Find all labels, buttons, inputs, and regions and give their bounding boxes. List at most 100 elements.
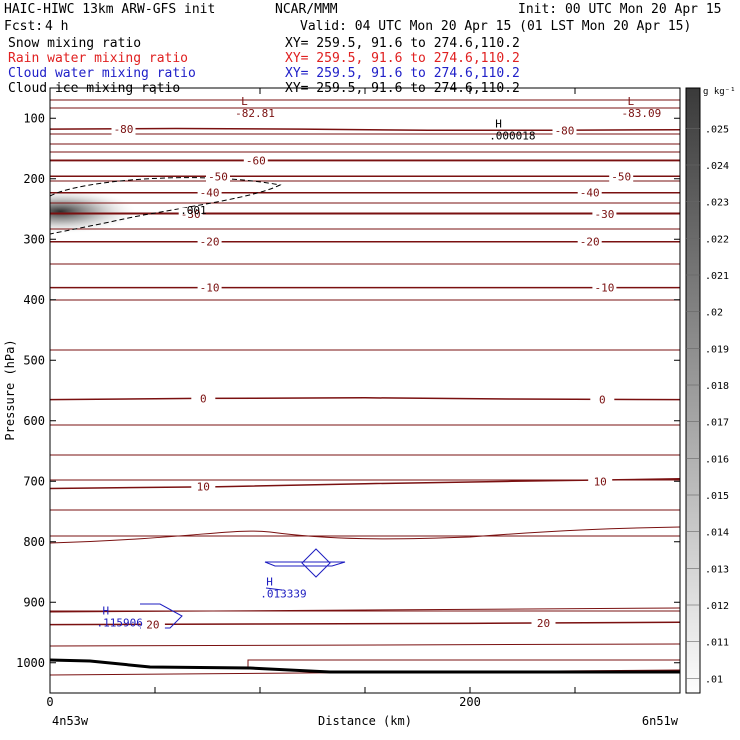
isotherm-label-bg (197, 186, 222, 199)
colorbar (685, 87, 701, 694)
extremum-marker: L (241, 95, 248, 108)
left-endpoint: 4n53w (52, 714, 89, 728)
x-axis-label: Distance (km) (318, 714, 412, 728)
field-name-rain: Rain water mixing ratio (8, 51, 189, 66)
colorbar-label: .021 (705, 271, 729, 282)
colorbar-label: .022 (705, 234, 729, 245)
isotherm-label: 20 (146, 619, 159, 632)
y-tick-label: 100 (23, 111, 45, 125)
isotherm-label-bg (197, 235, 222, 248)
y-tick-label: 300 (23, 232, 45, 246)
isotherm-label: -20 (580, 236, 600, 249)
isotherm-label-bg (592, 207, 617, 220)
isotherm-label-bg (140, 618, 165, 631)
isotherm-label-bg (577, 186, 602, 199)
isotherm-label: -60 (246, 155, 266, 168)
isotherm-label-bg (111, 123, 136, 136)
isotherm-label: 20 (537, 617, 550, 630)
extremum-marker: H (266, 575, 273, 588)
y-tick-label: 500 (23, 353, 45, 367)
isotherm-label: -50 (208, 170, 228, 183)
field-name-snow: Snow mixing ratio (8, 36, 142, 51)
model-title: HAIC-HIWC 13km ARW-GFS init (4, 2, 216, 17)
isotherm-line (50, 397, 680, 401)
isotherm-label: -50 (611, 170, 631, 183)
isotherm-label: -30 (594, 208, 614, 221)
isotherm-bulge (50, 526, 680, 544)
cloud-water-contour (264, 561, 346, 567)
isotherm-label-bg (191, 392, 216, 405)
isotherm-label-bg (609, 170, 634, 183)
isotherm-label: 10 (197, 481, 210, 494)
extremum-marker: L (628, 95, 635, 108)
x-tick-label: 200 (459, 695, 481, 709)
isotherm-label-bg (191, 480, 216, 493)
forecast-hour: 4 h (45, 19, 69, 34)
colorbar-label: .017 (705, 418, 729, 429)
colorbar-unit: g kg⁻¹ (703, 87, 736, 97)
extremum-value: -82.81 (235, 107, 275, 120)
valid-time: Valid: 04 UTC Mon 20 Apr 15 (01 LST Mon … (300, 19, 692, 34)
y-tick-label: 200 (23, 172, 45, 186)
init-time: Init: 00 UTC Mon 20 Apr 15 (518, 2, 722, 17)
stratosphere-line (50, 643, 680, 647)
colorbar-label: .023 (705, 198, 729, 209)
isotherm-label-bg (197, 281, 222, 294)
isotherm-label: -40 (580, 187, 600, 200)
x-tick-label: 0 (46, 695, 53, 709)
isotherm-label-bg (243, 154, 268, 167)
colorbar-label: .025 (705, 124, 729, 135)
terrain-line (49, 658, 680, 674)
colorbar-label: .012 (705, 601, 729, 612)
isotherm-label: 0 (599, 394, 606, 407)
isotherm-label-bg (206, 170, 230, 183)
isotherm-label: -10 (594, 282, 614, 295)
shaded-max (50, 189, 136, 234)
extremum-value: .013339 (260, 587, 306, 600)
colorbar-label: .013 (705, 564, 729, 575)
extremum-marker: H (495, 117, 502, 130)
field-name-cloud-water: Cloud water mixing ratio (8, 66, 196, 81)
forecast-label: Fcst: (4, 19, 44, 34)
colorbar-label: .014 (705, 528, 729, 539)
colorbar-label: .024 (705, 161, 729, 172)
isotherm-label: 10 (594, 475, 607, 488)
cloud-water-contour (265, 587, 283, 591)
field-xy-rain: XY= 259.5, 91.6 to 274.6,110.2 (285, 51, 520, 66)
isotherm-label: -80 (114, 123, 134, 136)
isotherm-label-bg (592, 281, 617, 294)
isotherm-label-bg (577, 235, 602, 248)
y-tick-label: 600 (23, 414, 45, 428)
isotherm-label: -40 (200, 187, 220, 200)
colorbar-label: .016 (705, 454, 729, 465)
cloud-water-contour (301, 548, 331, 578)
isotherm-label-bg (552, 124, 577, 137)
extremum-value: .000018 (489, 129, 535, 142)
extremum-value: .115906 (97, 616, 143, 629)
cloud-ice-label: .001 (180, 204, 207, 217)
isotherm-label-bg (531, 616, 556, 629)
isotherm-label: 0 (200, 392, 207, 405)
org-label: NCAR/MMM (275, 2, 338, 17)
isotherm-lower (247, 659, 680, 668)
extremum-marker: H (103, 604, 110, 617)
isotherm-label-bg (590, 393, 615, 406)
cloud-ice-contour (50, 177, 282, 235)
y-tick-label: 900 (23, 595, 45, 609)
colorbar-label: .011 (705, 638, 729, 649)
y-axis-label: Pressure (hPa) (3, 339, 17, 440)
colorbar-label: .018 (705, 381, 729, 392)
isotherm-label: -10 (200, 282, 220, 295)
y-tick-label: 1000 (16, 656, 45, 670)
isotherm-label-bg (178, 207, 203, 220)
colorbar-label: .01 (705, 674, 723, 685)
isotherm-line (50, 127, 680, 132)
field-xy-cloud-water: XY= 259.5, 91.6 to 274.6,110.2 (285, 66, 520, 81)
colorbar-label: .019 (705, 344, 729, 355)
colorbar-label: .02 (705, 308, 723, 319)
extremum-value: -83.09 (622, 107, 662, 120)
isotherm-label: -30 (181, 208, 201, 221)
isotherm-label: -20 (200, 236, 220, 249)
isotherm-label-bg (588, 475, 613, 488)
